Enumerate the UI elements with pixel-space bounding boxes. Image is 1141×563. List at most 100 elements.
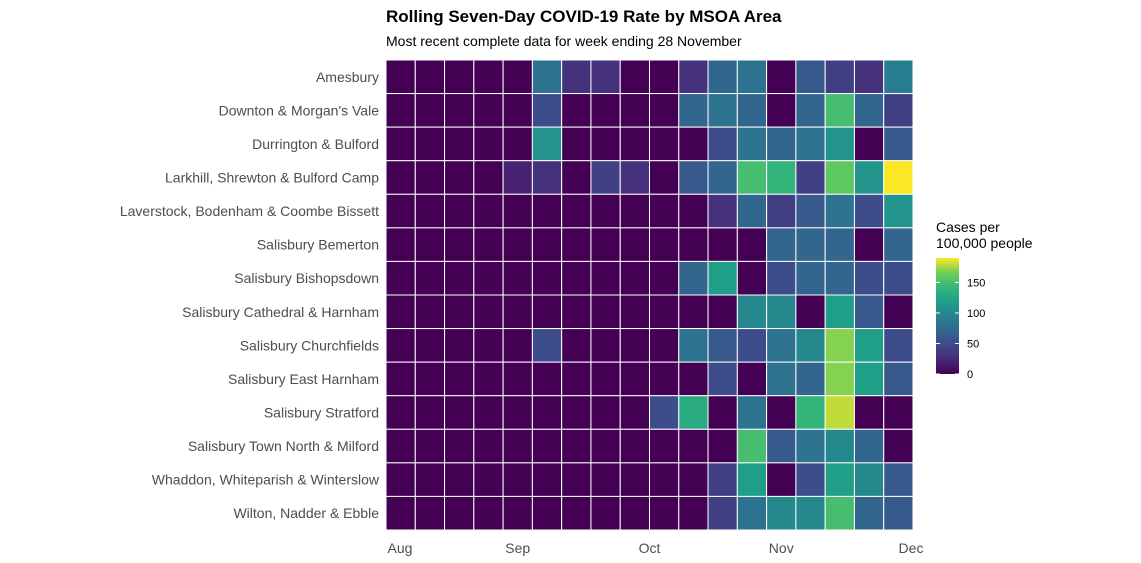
heatmap-cell [561,193,592,229]
heatmap-cell [736,59,768,95]
heatmap-cell [707,462,738,497]
heatmap-cell [853,395,885,430]
heatmap-cell [795,395,826,430]
y-tick-label: Whaddon, Whiteparish & Winterslow [152,472,380,488]
heatmap-cell [766,328,797,363]
y-tick-label: Larkhill, Shrewton & Bulford Camp [165,170,379,186]
heatmap-cell [473,59,504,95]
heatmap-cell [619,495,651,531]
heatmap-cell [795,361,826,397]
heatmap-cell [678,227,709,262]
heatmap-cell [707,260,738,296]
heatmap-cell [385,93,416,128]
heatmap-cell [473,227,504,262]
heatmap-cell [736,260,768,296]
heatmap-cell [736,93,768,128]
heatmap-cell [385,495,416,531]
heatmap-cell [824,361,855,397]
chart-title: Rolling Seven-Day COVID-19 Rate by MSOA … [386,7,782,26]
legend-title: Cases per 100,000 people [936,219,1033,251]
heatmap-cell [502,328,533,363]
heatmap-cell [502,227,533,262]
heatmap-cell [502,126,533,162]
heatmap-cell [590,328,621,363]
heatmap-cell [561,294,592,330]
heatmap-cell [736,227,768,262]
heatmap-cell [824,328,855,363]
heatmap-cell [853,126,885,162]
heatmap-cell [531,328,563,363]
heatmap-cell [561,59,592,95]
heatmap-cell [883,395,914,430]
heatmap-cell [853,260,885,296]
heatmap-cell [766,126,797,162]
heatmap-cell [619,160,651,195]
heatmap-cell [766,93,797,128]
x-tick-label: Nov [769,540,794,556]
x-tick-label: Sep [505,540,530,556]
heatmap-cell [736,160,768,195]
y-tick-label: Salisbury East Harnham [228,371,379,387]
heatmap-cell [795,193,826,229]
heatmap-cell [883,126,914,162]
heatmap-cell [531,227,563,262]
heatmap-cell [619,59,651,95]
heatmap-cell [414,361,446,397]
heatmap-cell [444,126,475,162]
heatmap-cell [678,361,709,397]
heatmap-cell [473,361,504,397]
heatmap-cell [502,428,533,464]
heatmap-cell [473,495,504,531]
heatmap-cell [561,260,592,296]
legend-tick-label: 0 [967,369,973,381]
heatmap-cell [619,361,651,397]
heatmap-cell [414,294,446,330]
heatmap-cell [883,361,914,397]
heatmap-cell [561,126,592,162]
heatmap-cell [531,126,563,162]
heatmap-cell [649,462,680,497]
heatmap-cell [473,428,504,464]
heatmap-cell [444,59,475,95]
heatmap-cell [766,260,797,296]
heatmap-cell [619,126,651,162]
heatmap-cell [824,227,855,262]
heatmap-cell [766,160,797,195]
heatmap-cell [473,160,504,195]
heatmap-cell [414,59,446,95]
heatmap-cell [853,160,885,195]
heatmap-cell [707,227,738,262]
heatmap-cell [853,495,885,531]
heatmap-cell [736,462,768,497]
heatmap-cell [736,294,768,330]
heatmap-cell [590,260,621,296]
heatmap-cell [766,361,797,397]
heatmap-cell [795,462,826,497]
heatmap-cell [649,93,680,128]
heatmap-cell [795,59,826,95]
heatmap-cell [502,160,533,195]
heatmap-cell [853,428,885,464]
heatmap-cell [795,495,826,531]
heatmap-cell [678,160,709,195]
heatmap-cell [678,495,709,531]
heatmap-cell [590,428,621,464]
heatmap-cell [473,328,504,363]
y-tick-label: Amesbury [316,69,379,85]
heatmap-cell [824,193,855,229]
legend-colorbar [936,258,959,374]
heatmap-cell [766,428,797,464]
y-tick-label: Downton & Morgan's Vale [219,102,380,118]
heatmap-cell [531,260,563,296]
heatmap-cell [707,395,738,430]
heatmap-cell [502,193,533,229]
heatmap-cell [590,193,621,229]
heatmap-cell [649,395,680,430]
heatmap-cell [502,260,533,296]
heatmap-cell [590,395,621,430]
heatmap-cell [795,294,826,330]
heatmap-cell [619,428,651,464]
heatmap-cell [883,59,914,95]
heatmap-cell [444,395,475,430]
